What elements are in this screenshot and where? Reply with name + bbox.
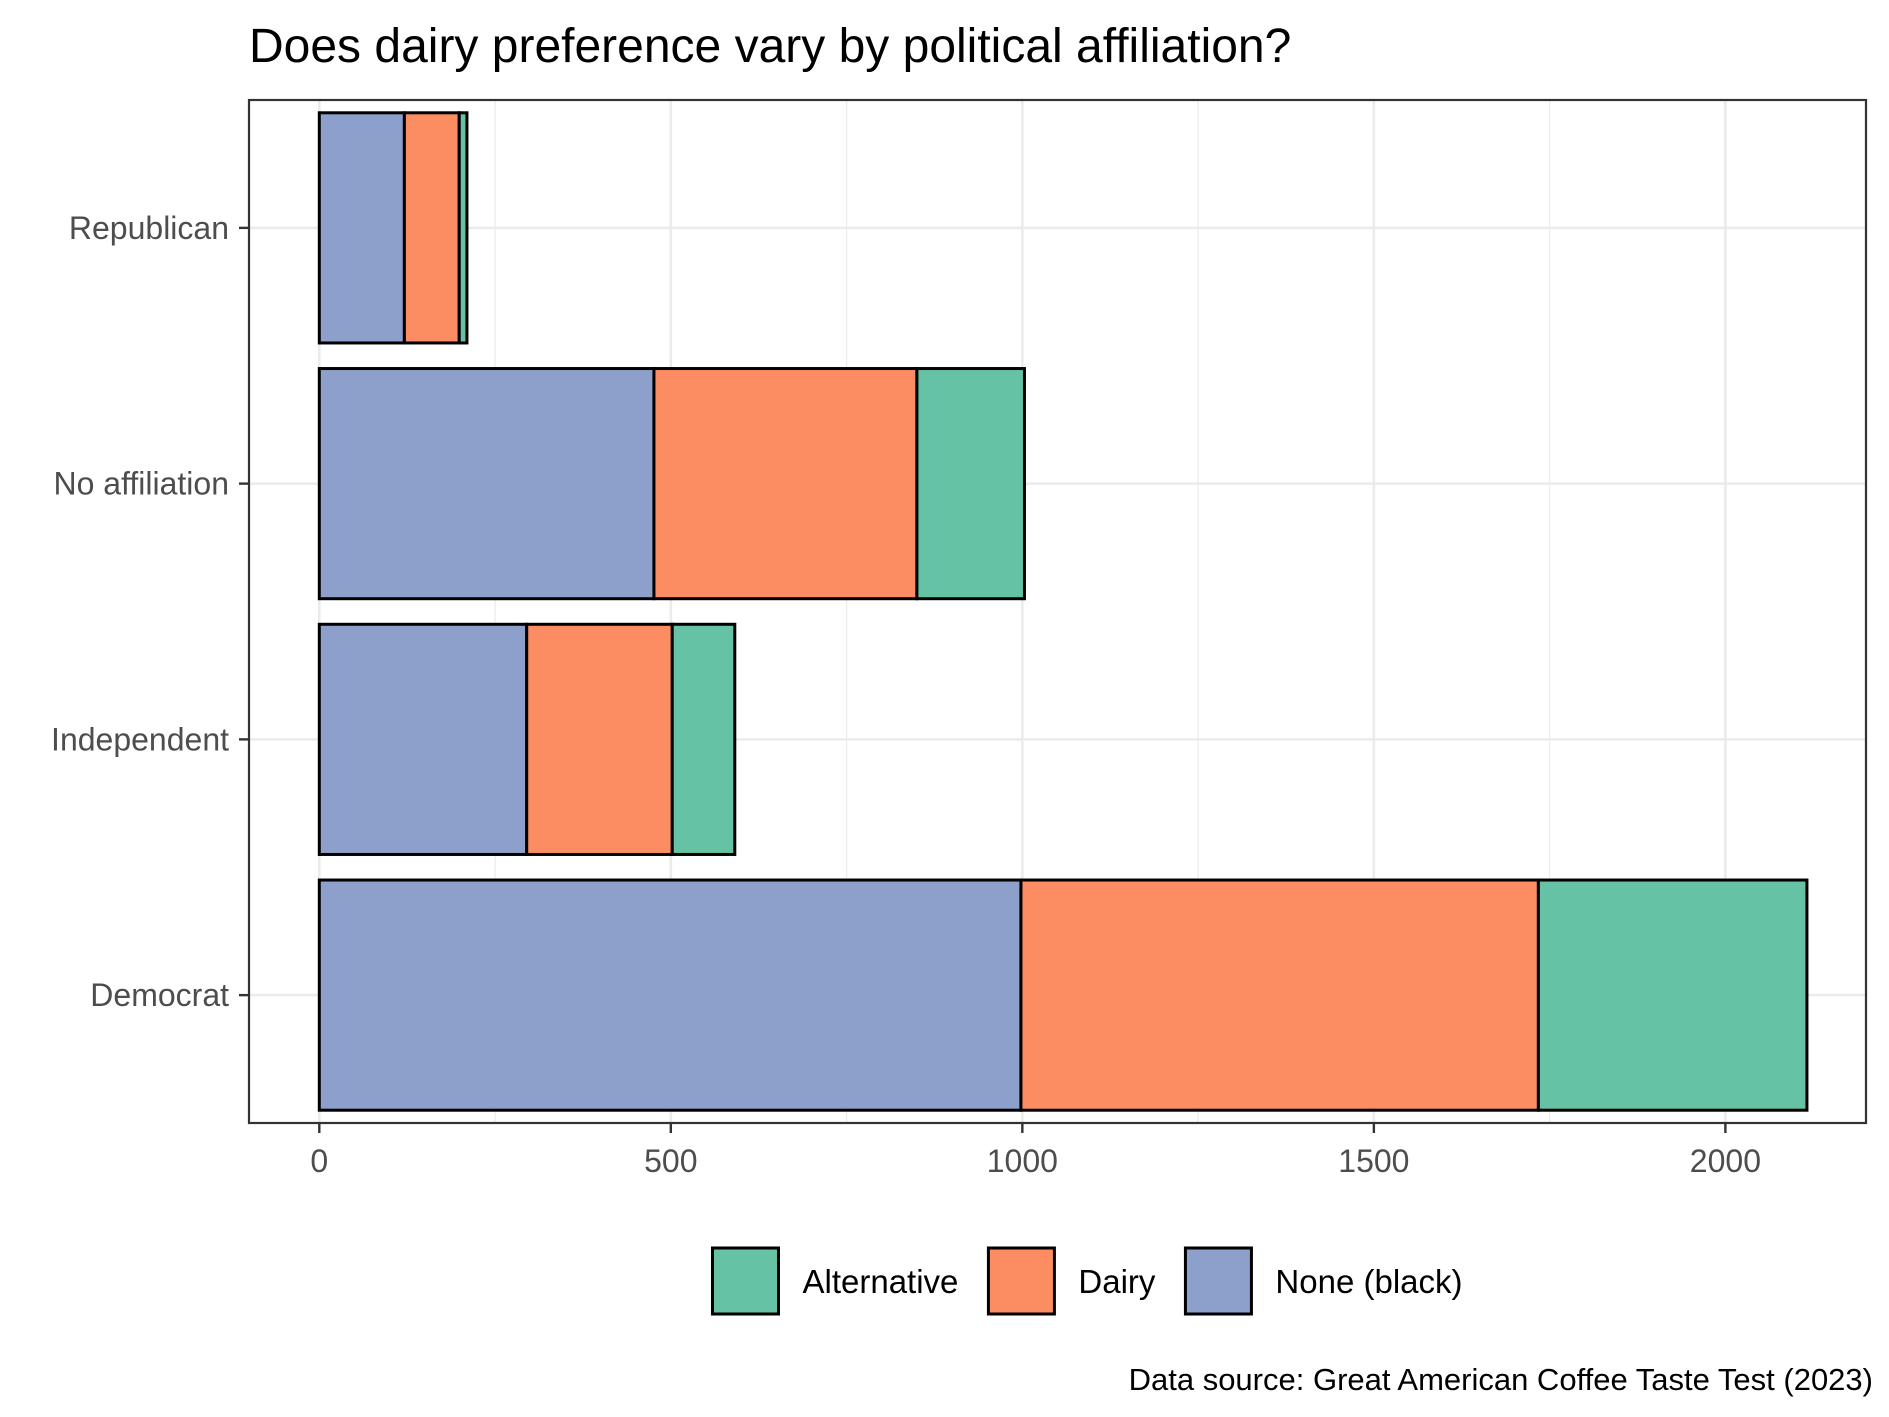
bar-republican-none-black <box>317 111 406 345</box>
legend-label-dairy: Dairy <box>1078 1263 1156 1300</box>
bar-democrat-none-black <box>317 878 1023 1112</box>
bar-independent-dairy <box>525 622 674 856</box>
bar-no-affiliation-dairy <box>652 367 919 601</box>
bar-democrat-alternative <box>1536 878 1809 1112</box>
x-tick-label: 1500 <box>1338 1143 1409 1179</box>
chart-caption: Data source: Great American Coffee Taste… <box>1129 1362 1873 1397</box>
bar-republican-alternative <box>457 111 469 345</box>
y-tick-label: No affiliation <box>53 466 229 502</box>
bar-democrat-dairy <box>1019 878 1540 1112</box>
bar-no-affiliation-none-black <box>317 367 656 601</box>
x-tick-label: 0 <box>310 1143 328 1179</box>
chart-title: Does dairy preference vary by political … <box>249 20 1291 73</box>
y-axis: Democrat Independent No affiliation Republi… <box>51 210 249 1013</box>
legend-label-alternative: Alternative <box>802 1263 958 1300</box>
bar-independent-alternative <box>670 622 737 856</box>
legend-label-none-black: None (black) <box>1275 1263 1462 1300</box>
legend-swatch-none-black <box>1183 1246 1253 1316</box>
y-tick-label: Republican <box>69 210 229 246</box>
x-tick-label: 500 <box>644 1143 697 1179</box>
bar-no-affiliation-alternative <box>915 367 1026 601</box>
y-tick-label: Independent <box>51 721 229 757</box>
legend-swatch-dairy <box>986 1246 1056 1316</box>
y-tick-label: Democrat <box>90 977 229 1013</box>
bar-independent-none-black <box>317 622 529 856</box>
x-tick-label: 1000 <box>987 1143 1058 1179</box>
bar-republican-dairy <box>402 111 461 345</box>
x-axis: 0 500 1000 1500 2000 <box>310 1123 1761 1179</box>
legend: Alternative Dairy None (black) <box>710 1246 1463 1316</box>
x-tick-label: 2000 <box>1690 1143 1761 1179</box>
plot-panel-border <box>247 98 1868 1125</box>
bars <box>317 111 1809 1112</box>
legend-swatch-alternative <box>710 1246 780 1316</box>
